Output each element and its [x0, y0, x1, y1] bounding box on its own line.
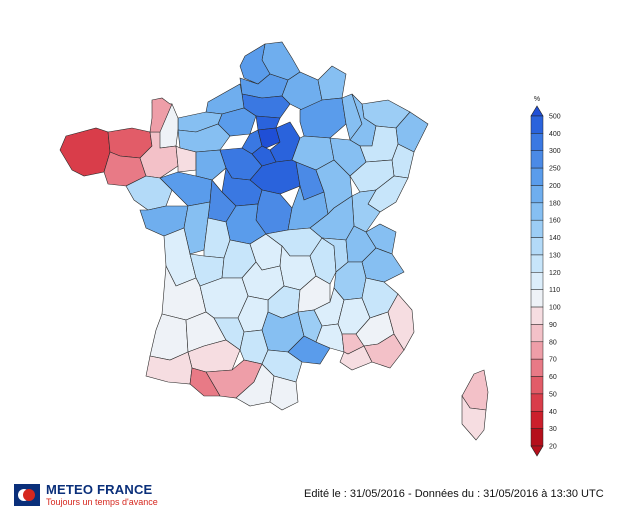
legend-tick-label: 130 [549, 252, 561, 259]
legend-color-segment [530, 358, 544, 377]
legend-color-segment [530, 150, 544, 169]
legend-tick-label: 110 [549, 287, 560, 294]
legend-unit: % [534, 96, 540, 103]
legend-tick-label: 160 [549, 218, 561, 225]
color-scale-legend: % 500 400 300 250 200 180 160 140 130 120 110 100 90 8… [530, 96, 561, 457]
legend-color-segment [530, 376, 544, 395]
legend-tick-label: 90 [549, 322, 557, 329]
dept-pyrenees-orientales [269, 375, 299, 411]
logo-slogan: Toujours un temps d'avance [46, 497, 158, 507]
dept-landes [149, 313, 189, 361]
legend-color-segment [530, 254, 544, 273]
legend-color-segment [530, 341, 544, 360]
legend-tick-label: 400 [549, 131, 561, 138]
legend-color-segment [530, 393, 544, 412]
dept-alpes-maritimes [387, 293, 415, 351]
legend-tick-label: 200 [549, 183, 561, 190]
legend-color-segment [530, 272, 544, 290]
dept-manche-sud [149, 97, 173, 133]
triangle-up-icon [530, 105, 544, 117]
corsica [461, 369, 489, 441]
dept-hautes-pyrenees [189, 367, 221, 397]
logo-title: METEO FRANCE [46, 482, 153, 497]
legend-tick-label: 70 [549, 357, 557, 364]
dept-ille-et-vilaine [139, 131, 179, 179]
legend-tick-label: 50 [549, 391, 557, 398]
legend-color-segment [530, 306, 544, 325]
dept-corse-du-sud [461, 395, 487, 441]
legend-color-segment [530, 202, 544, 221]
legend-color-segment [530, 167, 544, 186]
triangle-down-icon [530, 445, 544, 457]
legend-color-segment [530, 115, 544, 134]
legend-tick-label: 180 [549, 200, 561, 207]
legend-tick-label: 40 [549, 409, 557, 416]
legend-color-segment [530, 428, 544, 447]
legend-tick-label: 120 [549, 270, 561, 277]
legend-tick-label: 80 [549, 339, 557, 346]
legend-color-segment [530, 324, 544, 343]
legend-tick-label: 300 [549, 148, 561, 155]
dept-paris-petite-couronne [257, 127, 281, 149]
legend-tick-label: 250 [549, 166, 561, 173]
legend-tick-label: 500 [549, 114, 561, 121]
meteo-france-logo: METEO FRANCE Toujours un temps d'avance [14, 482, 194, 510]
dept-haute-savoie [365, 223, 397, 255]
mainland-france [59, 41, 429, 411]
legend-tick-label: 30 [549, 426, 557, 433]
edition-date-text: Edité le : 31/05/2016 - Données du : 31/… [304, 488, 604, 500]
legend-color-segment [530, 133, 544, 151]
legend-color-segment [530, 219, 544, 238]
dept-finistere [59, 127, 111, 177]
legend-color-segment [530, 289, 544, 308]
dept-marne [299, 97, 347, 139]
meteo-france-logo-icon [14, 484, 40, 506]
dept-loire-atlantique [125, 175, 173, 211]
legend-tick-label: 140 [549, 235, 561, 242]
legend-color-segment [530, 185, 544, 204]
legend-tick-label: 100 [549, 305, 561, 312]
dept-ardennes [317, 65, 347, 101]
legend-tick-label: 60 [549, 374, 557, 381]
legend-tick-label: 20 [549, 444, 557, 451]
dept-tarn [239, 329, 269, 365]
legend-color-segment [530, 411, 544, 429]
legend-color-segment [530, 237, 544, 256]
